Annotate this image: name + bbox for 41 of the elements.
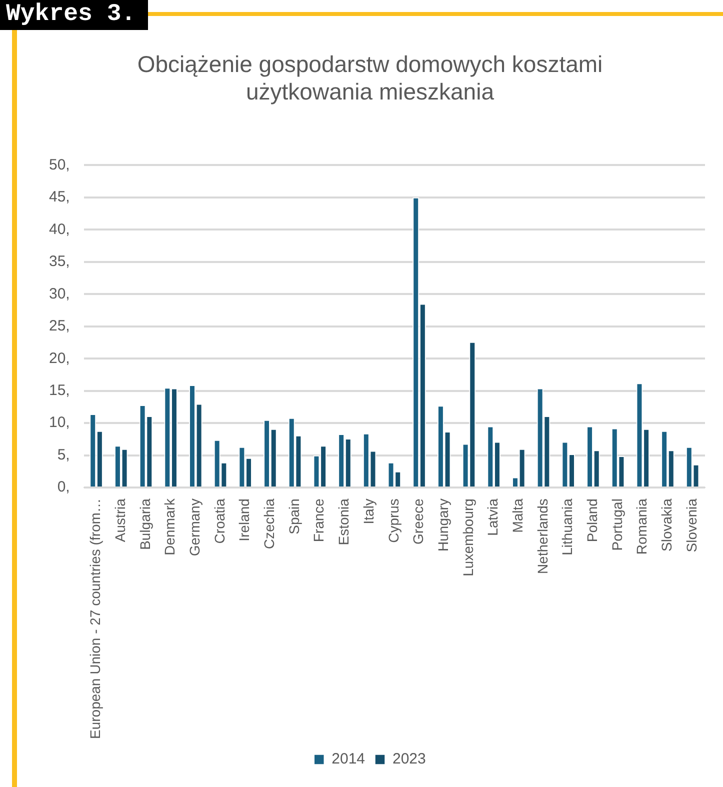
legend-label: 2023 — [392, 750, 426, 768]
x-tick-label: Latvia — [484, 498, 501, 536]
x-tick-label: Portugal — [608, 498, 625, 551]
x-tick-label: Croatia — [211, 498, 228, 544]
x-tick-label: Lithuania — [559, 498, 576, 556]
legend-label: 2014 — [332, 750, 366, 768]
x-tick-label: Luxembourg — [460, 498, 476, 576]
y-tick-label: 35, — [48, 253, 70, 270]
y-tick-label: 45, — [48, 188, 70, 206]
x-tick-label: Ireland — [236, 498, 252, 542]
x-tick-label: France — [310, 498, 327, 542]
x-tick-label: Bulgaria — [136, 498, 153, 550]
x-tick-label: European Union - 27 countries (from… — [87, 498, 104, 740]
y-tick-label: 5, — [57, 446, 70, 464]
x-tick-label: Austria — [112, 498, 128, 542]
x-tick-label: Slovakia — [658, 498, 675, 552]
y-tick-label: 10, — [48, 414, 70, 432]
x-tick-label: Estonia — [336, 498, 352, 546]
text: Obciążenie gospodarstw domowych kosztami — [137, 51, 603, 78]
y-tick-label: 50, — [48, 156, 70, 174]
x-tick-label: Netherlands — [534, 498, 550, 574]
y-tick-label: 30, — [48, 285, 70, 302]
y-tick-label: 40, — [48, 220, 70, 238]
x-tick-label: Malta — [510, 498, 526, 533]
x-tick-label: Slovenia — [683, 498, 700, 552]
text: Wykres 3. — [0, 0, 148, 30]
x-tick-label: Greece — [410, 498, 426, 544]
y-tick-label: 20, — [48, 350, 70, 367]
x-tick-label: Romania — [634, 498, 650, 555]
x-tick-label: Italy — [360, 498, 376, 524]
x-tick-label: Spain — [286, 498, 302, 534]
text: użytkowania mieszkania — [246, 78, 494, 105]
y-tick-label: 0, — [57, 478, 70, 496]
x-tick-label: Cyprus — [385, 498, 402, 543]
x-tick-label: Poland — [584, 498, 600, 542]
y-tick-label: 25, — [48, 318, 70, 335]
x-tick-label: Denmark — [162, 498, 178, 556]
x-tick-label: Germany — [186, 498, 203, 556]
x-tick-label: Hungary — [434, 498, 451, 552]
x-tick-label: Czechia — [261, 498, 278, 550]
y-tick-label: 15, — [48, 382, 70, 399]
